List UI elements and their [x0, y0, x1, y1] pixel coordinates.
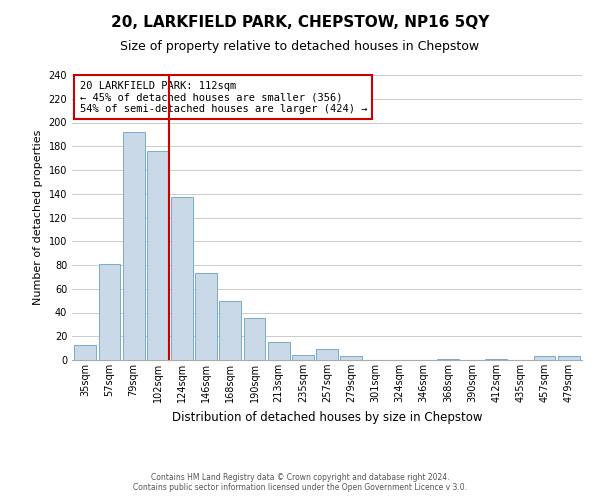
Bar [292, 355, 314, 360]
Text: 20 LARKFIELD PARK: 112sqm
← 45% of detached houses are smaller (356)
54% of semi: 20 LARKFIELD PARK: 112sqm ← 45% of detac… [80, 80, 367, 114]
Bar [485, 359, 507, 360]
Bar [558, 356, 580, 360]
Y-axis label: Number of detached properties: Number of detached properties [33, 130, 43, 305]
Text: Contains HM Land Registry data © Crown copyright and database right 2024.
Contai: Contains HM Land Registry data © Crown c… [133, 473, 467, 492]
Bar [220, 300, 241, 360]
Bar [195, 274, 217, 360]
Bar [244, 318, 265, 360]
Text: Size of property relative to detached houses in Chepstow: Size of property relative to detached ho… [121, 40, 479, 53]
Bar [533, 356, 556, 360]
Bar [268, 342, 290, 360]
Bar [123, 132, 145, 360]
Text: 20, LARKFIELD PARK, CHEPSTOW, NP16 5QY: 20, LARKFIELD PARK, CHEPSTOW, NP16 5QY [111, 15, 489, 30]
Bar [74, 344, 96, 360]
Bar [340, 356, 362, 360]
Bar [147, 151, 169, 360]
Bar [316, 350, 338, 360]
Bar [437, 359, 459, 360]
Bar [171, 198, 193, 360]
Bar [98, 264, 121, 360]
X-axis label: Distribution of detached houses by size in Chepstow: Distribution of detached houses by size … [172, 410, 482, 424]
